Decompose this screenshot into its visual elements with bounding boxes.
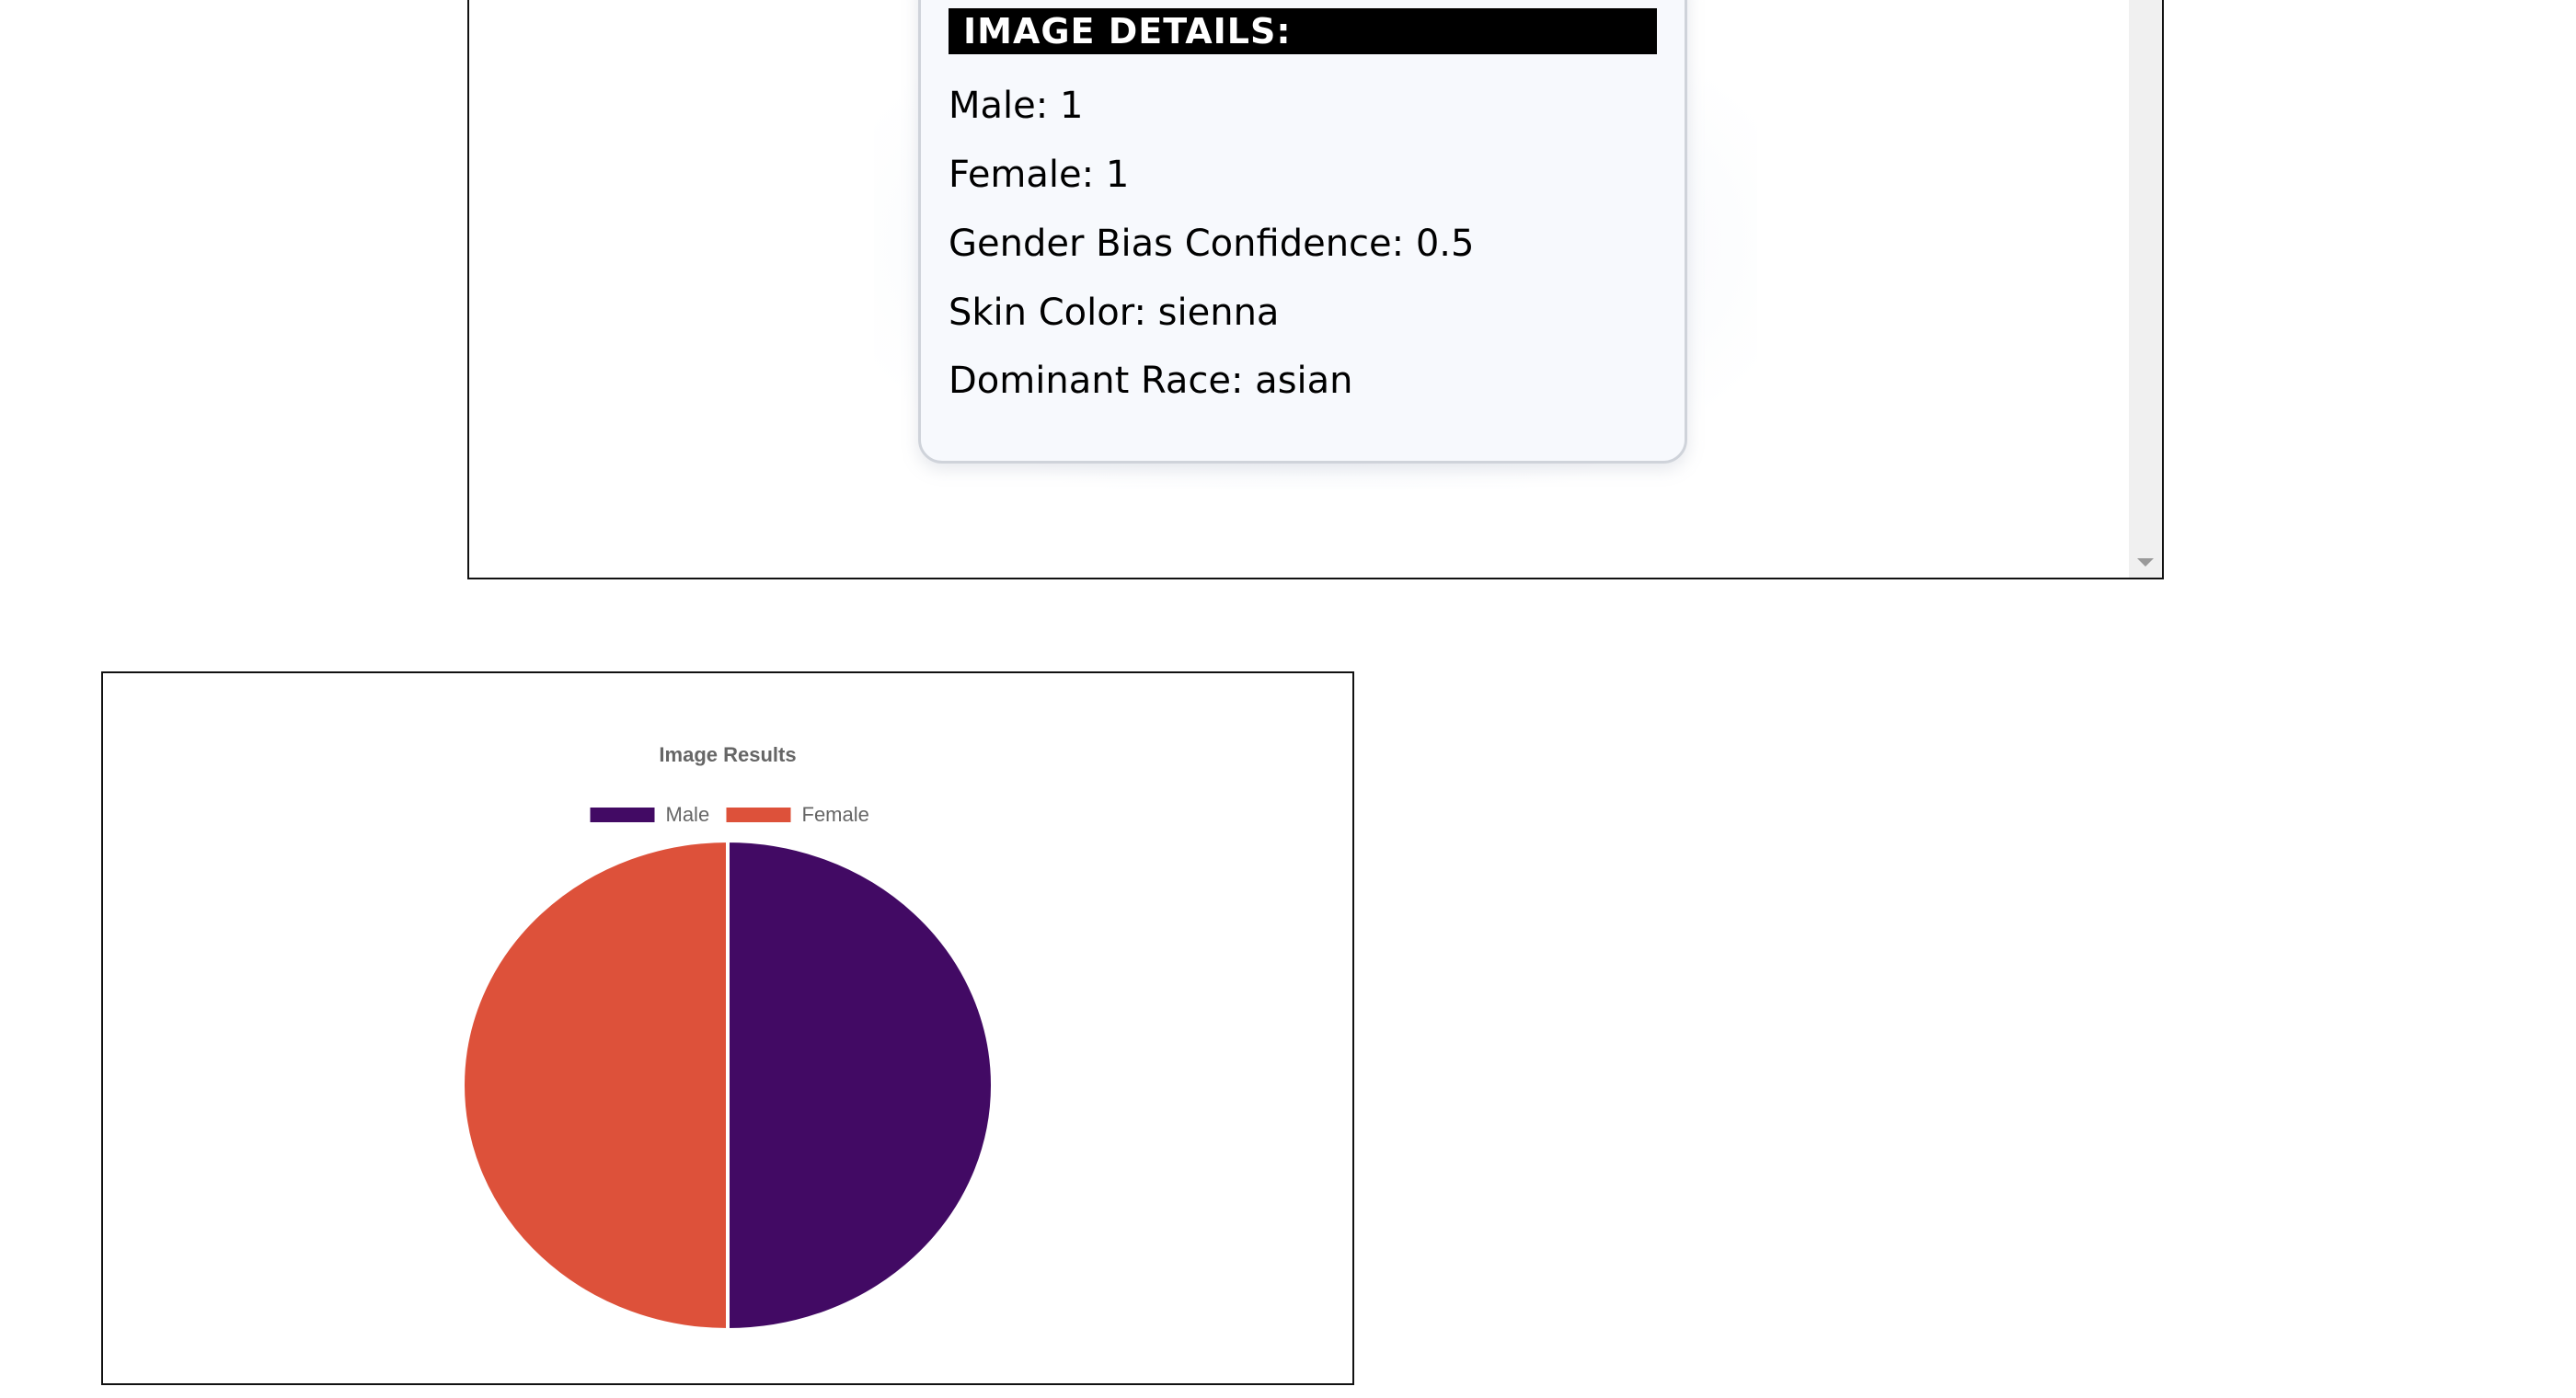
legend-label-female[interactable]: Female	[802, 803, 869, 826]
legend-swatch-male[interactable]	[590, 808, 655, 822]
detail-dominant-race: Dominant Race: asian	[949, 360, 1353, 402]
legend-label-male[interactable]: Male	[666, 803, 710, 826]
vertical-scrollbar[interactable]	[2129, 0, 2162, 578]
results-frame[interactable]: IMAGE DETAILS: Male: 1 Female: 1 Gender …	[467, 0, 2164, 579]
chart-legend: Male Female	[590, 803, 869, 826]
image-details-card: IMAGE DETAILS: Male: 1 Female: 1 Gender …	[918, 0, 1687, 464]
pie-slices	[461, 838, 995, 1333]
image-details-heading: IMAGE DETAILS:	[949, 8, 1657, 54]
detail-gender-bias-confidence: Gender Bias Confidence: 0.5	[949, 223, 1475, 265]
pie-slice-female[interactable]	[461, 838, 730, 1333]
legend-swatch-female[interactable]	[726, 808, 791, 822]
detail-female: Female: 1	[949, 154, 1130, 196]
scroll-down-arrow-icon[interactable]	[2137, 558, 2154, 567]
detail-male: Male: 1	[949, 85, 1084, 127]
detail-skin-color: Skin Color: sienna	[949, 292, 1280, 334]
pie-slice-male[interactable]	[726, 838, 995, 1333]
pie-chart: Image Results Male Female	[461, 743, 995, 1333]
chart-title: Image Results	[659, 743, 796, 766]
chart-frame: Image Results Male Female	[101, 671, 1354, 1385]
